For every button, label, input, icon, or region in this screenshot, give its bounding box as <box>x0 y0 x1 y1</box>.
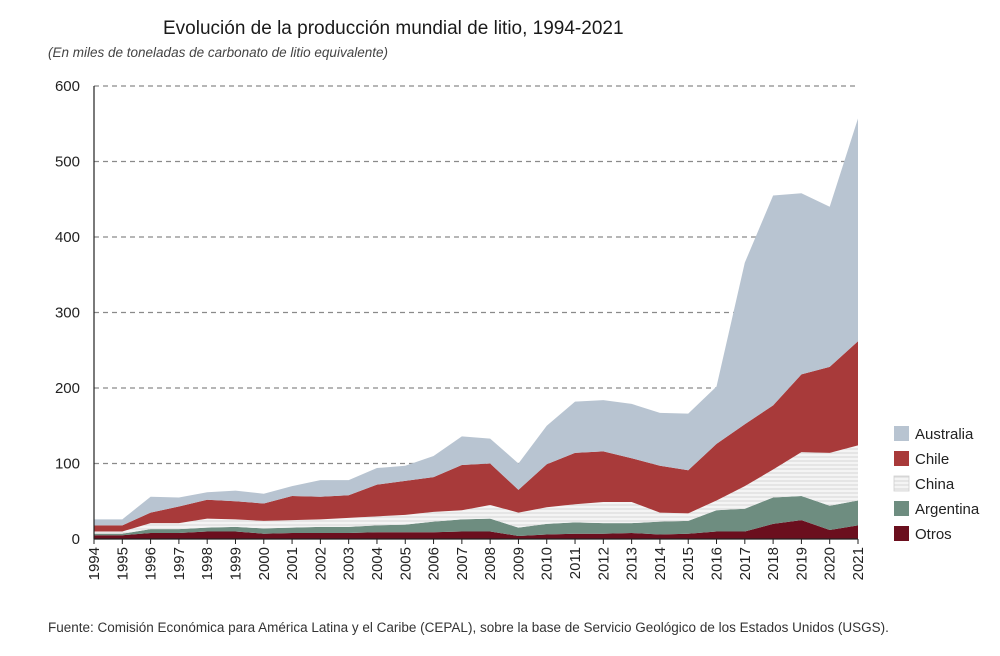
x-tick-label: 1995 <box>114 547 131 580</box>
x-tick-label: 2019 <box>793 547 810 580</box>
chart-title: Evolución de la producción mundial de li… <box>163 18 624 39</box>
x-tick-label: 2014 <box>652 547 669 580</box>
x-tick-label: 2012 <box>595 547 612 580</box>
y-tick-label: 500 <box>55 154 80 171</box>
x-tick-label: 2009 <box>510 547 527 580</box>
x-tick-label: 2013 <box>624 547 641 580</box>
x-tick-label: 2021 <box>850 547 867 580</box>
x-tick-label: 2008 <box>482 547 499 580</box>
x-tick-label: 2000 <box>256 547 273 580</box>
axes: 0 100 200 300 400 500 600 1994 1995 1996 1997 1998 1… <box>55 78 867 580</box>
x-tick-label: 2020 <box>822 547 839 580</box>
x-tick-label: 1997 <box>171 547 188 580</box>
legend-label-otros: Otros <box>915 526 952 543</box>
area-chile <box>94 341 858 532</box>
chart-subtitle: (En miles de toneladas de carbonato de l… <box>48 45 388 60</box>
y-tick-label: 600 <box>55 78 80 95</box>
x-tick-label: 2011 <box>567 547 584 579</box>
legend-swatch-argentina <box>894 501 909 516</box>
x-tick-label: 2007 <box>454 547 471 580</box>
x-tick-label: 2004 <box>369 547 386 580</box>
x-tick-label: 1994 <box>86 547 103 580</box>
x-tick-label: 2006 <box>426 547 443 580</box>
y-tick-label: 200 <box>55 380 80 397</box>
legend-label-china: China <box>915 476 955 493</box>
y-tick-label: 100 <box>55 456 80 473</box>
x-tick-label: 2018 <box>765 547 782 580</box>
area-china <box>94 445 858 534</box>
area-australia <box>94 118 858 526</box>
x-tick-label: 2001 <box>284 547 301 580</box>
legend-label-argentina: Argentina <box>915 501 980 518</box>
area-otros <box>94 520 858 539</box>
x-tick-label: 1998 <box>199 547 216 580</box>
x-tick-label: 2010 <box>539 547 556 580</box>
area-argentina <box>94 495 858 536</box>
legend-swatch-chile <box>894 451 909 466</box>
legend: Australia Chile China Argentina Otros <box>893 426 980 543</box>
y-tick-label: 400 <box>55 229 80 246</box>
x-tick-label: 2017 <box>737 547 754 580</box>
source-note: Fuente: Comisión Económica para América … <box>48 620 889 635</box>
x-tick-label: 2003 <box>341 547 358 580</box>
x-tick-label: 1999 <box>227 547 244 580</box>
x-tick-label: 2016 <box>709 547 726 580</box>
stacked-areas <box>94 118 858 539</box>
x-tick-label: 1996 <box>143 547 160 580</box>
legend-swatch-australia <box>894 426 909 441</box>
x-tick-label: 2005 <box>397 547 414 580</box>
x-tick-label: 2015 <box>680 547 697 580</box>
y-tick-label: 0 <box>72 531 80 548</box>
legend-label-chile: Chile <box>915 451 949 468</box>
legend-swatch-otros <box>894 526 909 541</box>
legend-swatch-china <box>893 475 910 492</box>
legend-label-australia: Australia <box>915 426 974 443</box>
x-tick-label: 2002 <box>312 547 329 580</box>
y-tick-label: 300 <box>55 305 80 322</box>
